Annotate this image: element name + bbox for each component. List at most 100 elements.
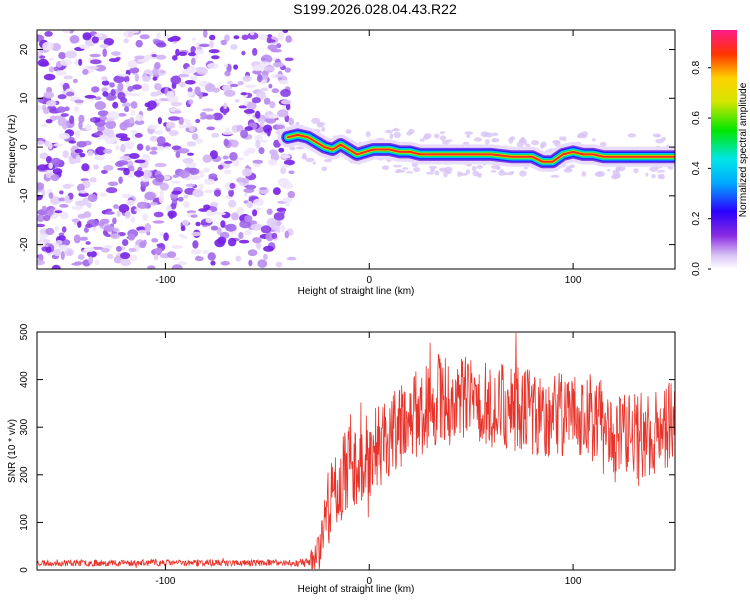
noise-speckle [260,225,272,234]
ridge-halo [540,141,547,148]
noise-speckle [149,135,159,142]
noise-speckle [209,150,218,160]
noise-speckle [44,31,53,37]
noise-speckle [104,135,116,145]
noise-speckle [166,205,172,212]
noise-speckle [125,199,136,206]
noise-speckle [37,223,46,228]
noise-speckle [178,170,190,179]
noise-speckle [89,53,101,58]
noise-speckle [280,164,290,169]
noise-speckle [186,141,196,147]
noise-speckle [187,91,194,97]
noise-speckle [154,61,161,70]
noise-speckle [187,152,194,156]
noise-speckle [62,150,69,159]
noise-speckle [105,187,118,194]
noise-speckle [128,247,137,253]
noise-speckle [204,189,215,194]
x-tick-label: 100 [565,275,582,286]
noise-speckle [288,170,295,175]
noise-speckle [159,182,169,191]
noise-speckle [52,168,63,175]
noise-speckle [130,130,138,134]
noise-speckle [259,118,265,128]
noise-speckle [107,181,119,187]
noise-speckle [107,129,115,138]
ridge-halo [531,140,540,146]
noise-speckle [267,44,278,51]
ridge-halo [491,138,496,143]
noise-speckle [204,114,216,120]
noise-speckle [247,249,258,257]
noise-speckle [175,48,180,57]
noise-speckle [228,199,237,208]
noise-speckle [46,156,52,164]
noise-speckle [263,245,274,252]
noise-speckle [211,132,220,138]
noise-speckle [94,101,107,110]
noise-speckle [242,168,253,177]
noise-speckle [280,89,291,97]
noise-speckle [48,57,55,62]
noise-speckle [181,69,193,75]
noise-speckle [156,32,161,39]
noise-speckle [272,62,285,68]
noise-speckle [88,256,94,265]
noise-speckle [180,225,186,232]
noise-speckle [239,220,251,229]
noise-speckle [260,139,268,143]
noise-speckle [48,162,53,169]
noise-speckle [223,63,228,68]
noise-speckle [134,208,142,212]
noise-speckle [272,187,281,196]
noise-speckle [39,152,49,160]
noise-speckle [115,144,120,151]
noise-speckle [220,261,230,266]
noise-speckle [93,164,100,170]
noise-speckle [183,200,190,209]
noise-speckle [208,173,218,180]
noise-speckle [224,70,231,77]
noise-speckle [170,101,183,107]
ridge-halo [316,122,323,128]
noise-speckle [244,229,252,236]
noise-speckle [156,42,167,48]
noise-speckle [177,196,184,202]
noise-speckle [156,136,166,145]
ridge-halo [321,166,328,172]
noise-speckle [285,103,291,111]
noise-speckle [53,143,63,147]
noise-speckle [224,160,233,164]
noise-speckle [129,67,140,74]
noise-speckle [258,34,268,40]
noise-speckle [38,97,45,104]
snr-panel: -100 0 100 0 100 200 300 400 500 Height of stra… [7,323,676,595]
ridge-halo [661,136,667,141]
noise-speckle [37,140,45,146]
noise-speckle [154,130,164,135]
ridge-halo [651,174,656,179]
noise-speckle [280,224,286,233]
noise-speckle [105,117,115,122]
noise-speckle [123,75,130,83]
noise-speckle [210,225,219,231]
ridge-halo [617,165,626,172]
noise-speckle [285,35,292,43]
noise-speckle [41,123,48,127]
noise-speckle [200,222,209,226]
noise-speckle [71,218,80,223]
ridge-halo [508,137,514,144]
noise-speckle [128,92,141,97]
noise-speckle [178,51,188,56]
noise-speckle [147,124,158,130]
noise-speckle [92,226,97,232]
noise-speckle [100,218,110,224]
noise-speckle [103,38,115,46]
noise-speckle [194,49,204,55]
ridge-contour-6 [286,133,675,163]
noise-speckle [181,219,189,226]
noise-speckle [111,51,121,56]
noise-speckle [110,233,121,240]
